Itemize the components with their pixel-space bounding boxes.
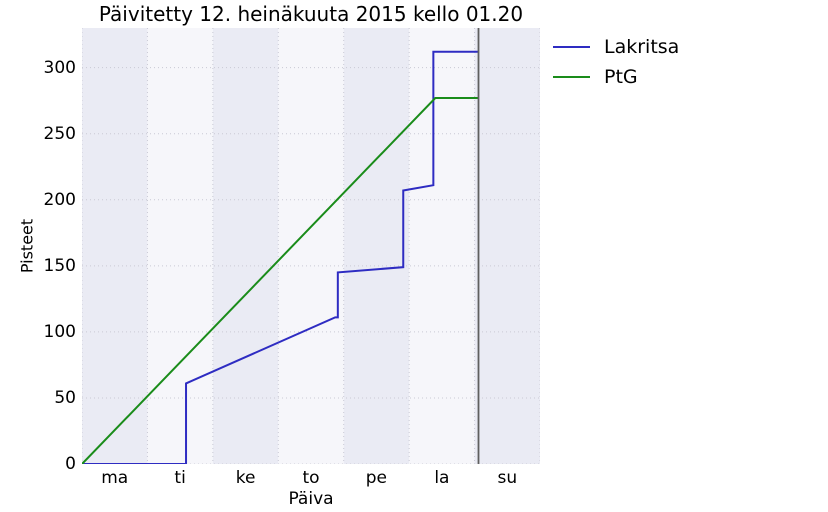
series-line-ptg — [82, 97, 479, 464]
series-line-lakritsa — [82, 50, 479, 464]
chart-title: Päivitetty 12. heinäkuuta 2015 kello 01.… — [98, 2, 524, 26]
y-tick-250: 250 — [43, 123, 76, 144]
x-tick-pe: pe — [365, 468, 388, 488]
x-axis-ticks: ma ti ke to pe la su — [82, 0, 540, 512]
day-band-su — [474, 28, 540, 464]
legend-item-ptg: PtG — [553, 62, 679, 92]
legend-line-sample-lakritsa — [553, 46, 590, 48]
day-band-ma — [82, 28, 148, 464]
y-tick-0: 0 — [65, 454, 76, 474]
x-tick-ke: ke — [235, 468, 256, 488]
x-axis-label: Päiva — [288, 489, 334, 509]
legend: Lakritsa PtG — [553, 32, 679, 92]
day-band-ke — [212, 28, 279, 464]
x-tick-su: su — [497, 468, 518, 488]
day-band-la — [409, 28, 475, 464]
x-tick-la: la — [434, 468, 450, 488]
plot-area — [82, 28, 540, 464]
y-tick-200: 200 — [43, 189, 76, 210]
legend-line-sample-ptg — [553, 76, 590, 78]
y-axis-ticks: 0 50 100 150 200 250 300 — [20, 0, 76, 512]
legend-label: PtG — [604, 66, 638, 88]
y-tick-100: 100 — [43, 321, 76, 342]
y-tick-150: 150 — [43, 255, 76, 276]
y-tick-300: 300 — [43, 57, 76, 78]
legend-item-lakritsa: Lakritsa — [553, 32, 679, 62]
legend-label: Lakritsa — [604, 36, 680, 58]
x-tick-to: to — [302, 468, 320, 488]
day-band-ti — [147, 28, 213, 464]
x-tick-ma: ma — [101, 468, 129, 488]
x-tick-ti: ti — [174, 468, 186, 488]
y-tick-50: 50 — [54, 387, 76, 408]
day-band-pe — [343, 28, 410, 464]
day-band-to — [278, 28, 344, 464]
